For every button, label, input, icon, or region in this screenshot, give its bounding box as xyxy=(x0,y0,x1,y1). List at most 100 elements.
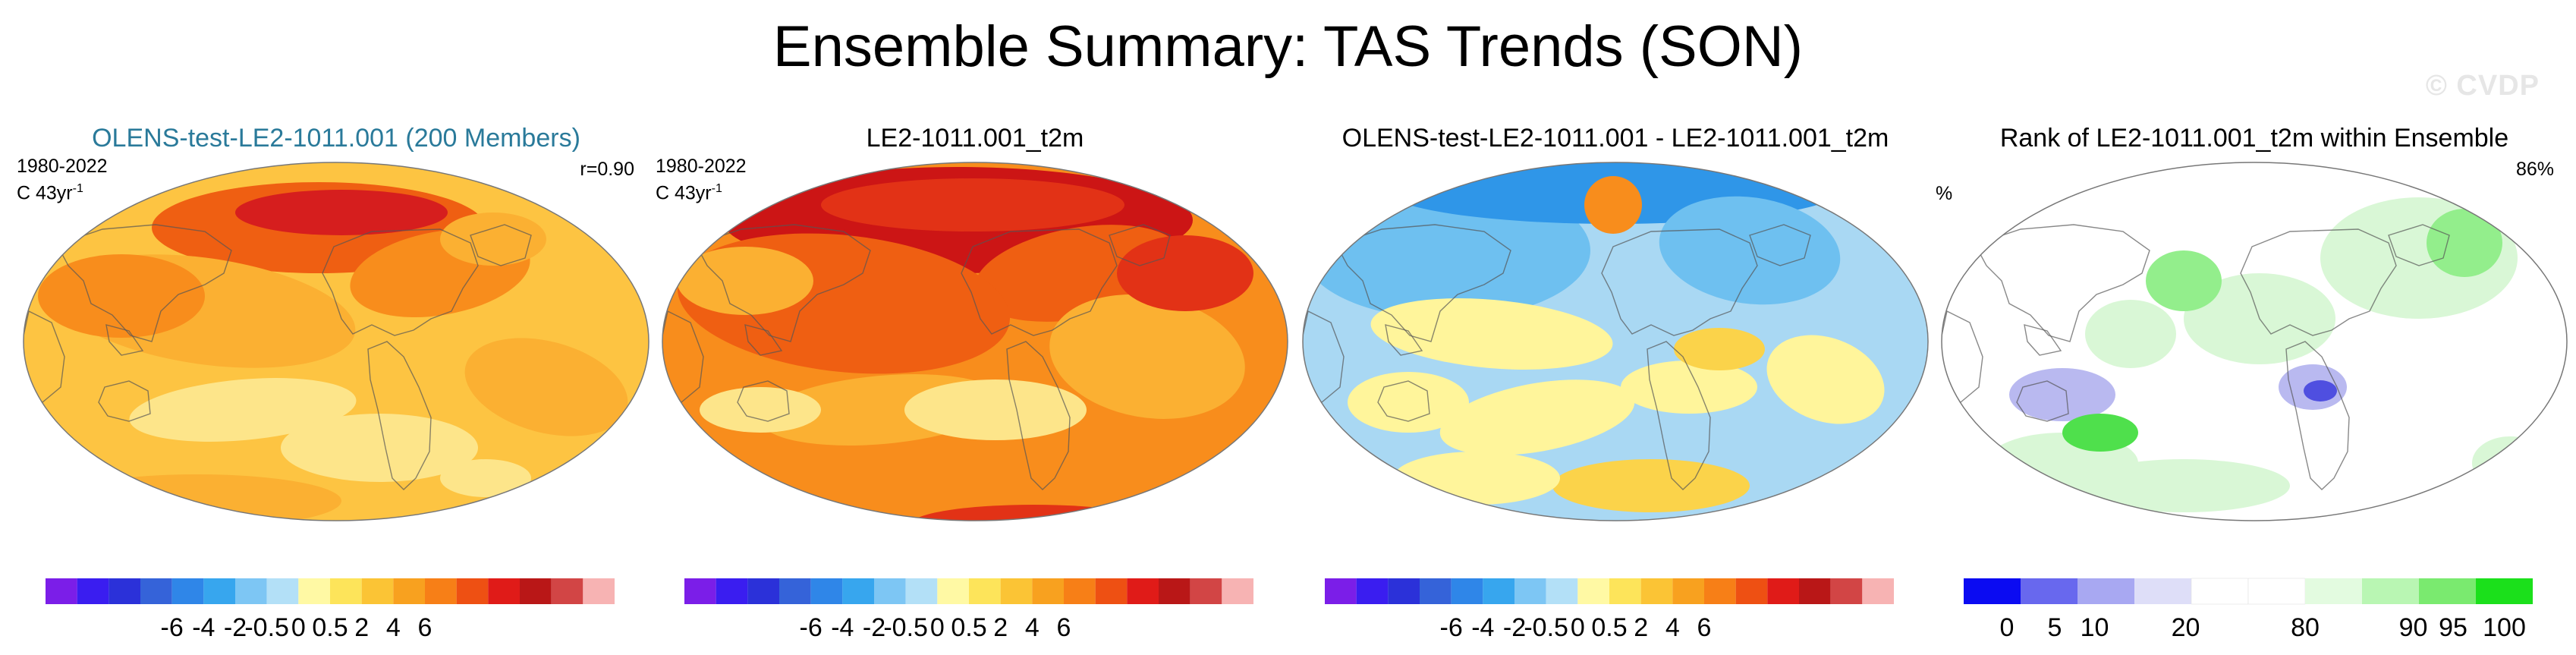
colorbar-tick-label: 0 xyxy=(2000,613,2015,642)
coastline xyxy=(322,228,479,336)
coastline xyxy=(2285,341,2350,490)
units-label: C 43yr-1 xyxy=(17,182,83,204)
map-anomaly-region xyxy=(440,213,546,266)
colorbar-swatch xyxy=(1032,578,1064,604)
colorbar-swatch xyxy=(1862,578,1894,604)
colorbar-tick-label: 10 xyxy=(2081,613,2109,642)
map-anomaly-region xyxy=(1659,196,1841,305)
period-label: 1980-2022 xyxy=(17,156,108,177)
map-anomaly-region xyxy=(1370,298,1613,370)
coastline xyxy=(1385,324,1423,356)
colorbar-swatch xyxy=(2362,578,2419,604)
colorbar-tick-label: 95 xyxy=(2439,613,2467,642)
colorbar-tick-label: 0.5 xyxy=(312,613,348,642)
colorbar-swatch xyxy=(2077,578,2134,604)
map-border xyxy=(1302,162,1929,521)
map-border xyxy=(23,162,650,521)
map-anomaly-region xyxy=(235,190,448,235)
coastline xyxy=(1942,310,1983,403)
colorbar-tick-label: 90 xyxy=(2399,613,2428,642)
map-anomaly-region xyxy=(38,254,205,338)
colorbar-swatch xyxy=(1325,578,1357,604)
coastline xyxy=(1647,341,1711,490)
colorbar-tick-label: -4 xyxy=(831,613,854,642)
colorbar-swatch xyxy=(298,578,330,604)
map-anomaly-region xyxy=(1674,328,1765,370)
world-map xyxy=(1302,162,1929,521)
colorbar-tick-label: -4 xyxy=(1471,613,1494,642)
colorbar-swatch xyxy=(583,578,615,604)
colorbar-swatch xyxy=(969,578,1001,604)
coastline xyxy=(2240,228,2397,336)
colorbar-swatch xyxy=(330,578,362,604)
colorbar-tick-label: -6 xyxy=(1440,613,1463,642)
colorbar-swatch xyxy=(1799,578,1831,604)
colorbar-swatch xyxy=(1577,578,1609,604)
coastline xyxy=(1109,224,1171,266)
map-anomaly-region xyxy=(1766,335,1885,424)
colorbar-tick-label: 2 xyxy=(993,613,1008,642)
colorbar-tick-label: 6 xyxy=(1697,613,1712,642)
colorbar-swatch xyxy=(1388,578,1420,604)
map-anomaly-region xyxy=(904,379,1087,440)
colorbar-swatch xyxy=(842,578,874,604)
colorbar-swatch xyxy=(1767,578,1799,604)
colorbar-tick-label: 20 xyxy=(2172,613,2200,642)
cvdp-watermark: © CVDP xyxy=(2425,70,2540,102)
coastline xyxy=(1303,310,1345,403)
map-border xyxy=(1941,162,2568,521)
map-anomaly-region xyxy=(440,459,531,497)
world-map xyxy=(662,162,1288,521)
panel-rank: Rank of LE2-1011.001_t2m within Ensemble… xyxy=(1933,114,2575,645)
coastline xyxy=(1006,341,1071,490)
panel-difference: OLENS-test-LE2-1011.001 - LE2-1011.001_t… xyxy=(1294,114,1936,645)
colorbar: -6 -4 -2-0.5 0 0.5 2 4 6 xyxy=(46,578,615,642)
coastline xyxy=(737,380,790,422)
colorbar-swatch xyxy=(77,578,109,604)
map-anomaly-region xyxy=(700,387,821,433)
colorbar-tick-label: -0.5 xyxy=(1524,613,1568,642)
colorbar-tick-label: 0 xyxy=(1571,613,1585,642)
colorbar-swatch xyxy=(520,578,552,604)
colorbar-swatch xyxy=(937,578,969,604)
map-anomaly-region xyxy=(2304,380,2337,402)
panel-observation: LE2-1011.001_t2m 1980-2022 C 43yr-1 -6 -4… xyxy=(654,114,1296,645)
colorbar-swatch xyxy=(235,578,267,604)
colorbar-swatch xyxy=(716,578,748,604)
coastline xyxy=(470,224,532,266)
rank-percent-label: 86% xyxy=(2515,159,2554,180)
coastline xyxy=(694,224,871,342)
colorbar-swatch xyxy=(1830,578,1863,604)
map-anomaly-region xyxy=(2085,300,2176,368)
colorbar-swatch xyxy=(2021,578,2077,604)
colorbar-swatch xyxy=(551,578,583,604)
colorbar-tick-label: -4 xyxy=(192,613,215,642)
colorbar-swatch xyxy=(46,578,77,604)
coastline xyxy=(98,380,151,422)
map-border xyxy=(662,162,1288,521)
coastline xyxy=(2388,224,2450,266)
map-anomaly-region xyxy=(1552,459,1750,512)
colorbar: -6 -4 -2-0.5 0 0.5 2 4 6 xyxy=(1325,578,1894,642)
coastline xyxy=(1601,228,1758,336)
colorbar-tick-label: 0.5 xyxy=(1591,613,1627,642)
map-anomaly-region xyxy=(821,178,1124,231)
colorbar-swatch xyxy=(779,578,811,604)
colorbar-tick-label: 0 xyxy=(930,613,945,642)
percent-label: % xyxy=(1936,183,1953,204)
map-anomaly-region xyxy=(129,378,357,442)
colorbar-swatch xyxy=(1640,578,1673,604)
map-anomaly-region xyxy=(1049,294,1245,419)
colorbar-swatch xyxy=(140,578,172,604)
map-anomaly-region xyxy=(677,247,813,315)
colorbar-swatch xyxy=(393,578,425,604)
map-anomaly-region xyxy=(912,505,1155,521)
colorbar-tick-label: -6 xyxy=(161,613,184,642)
colorbar-swatch xyxy=(1222,578,1253,604)
colorbar-swatch xyxy=(874,578,906,604)
map-anomaly-region xyxy=(2077,459,2290,512)
colorbar-swatch xyxy=(171,578,204,604)
coastline xyxy=(105,324,144,356)
colorbar-tick-label: -2 xyxy=(224,613,247,642)
map-anomaly-region xyxy=(1584,176,1642,234)
